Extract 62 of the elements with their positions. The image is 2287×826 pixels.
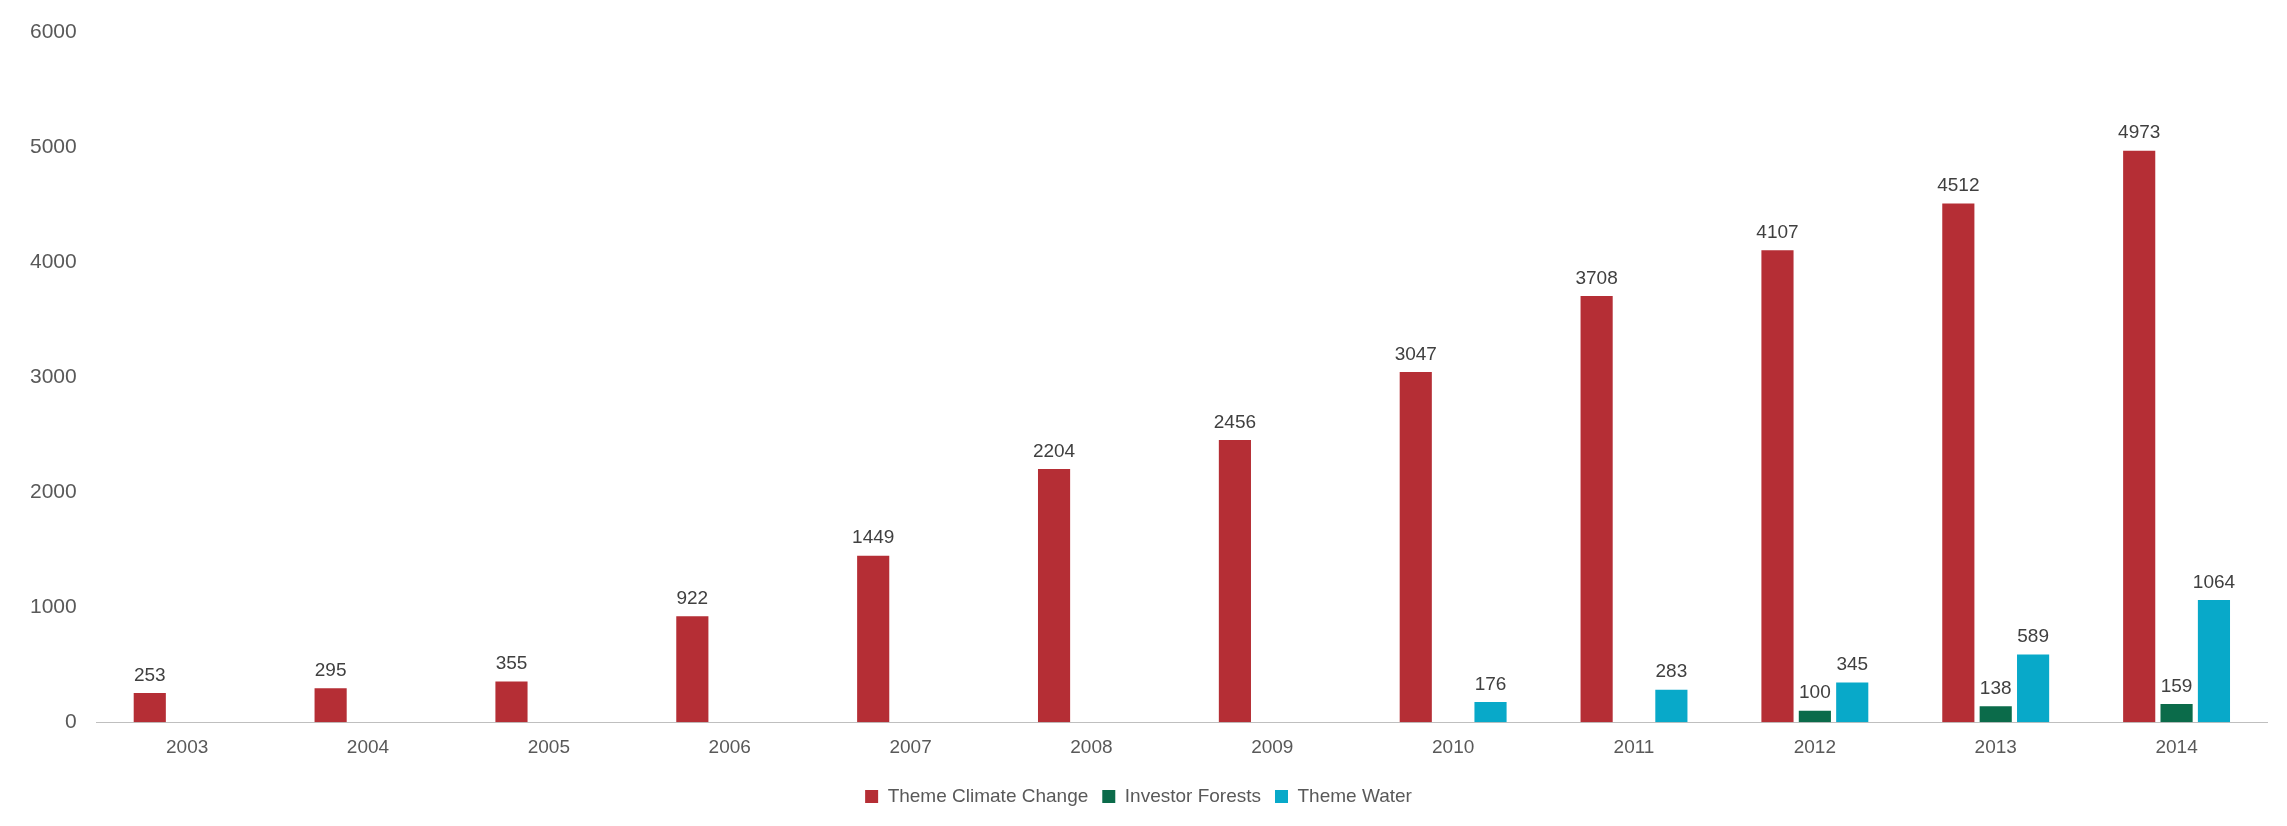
bar xyxy=(1474,701,1507,723)
x-tick-label: 2013 xyxy=(1974,735,2017,757)
bar xyxy=(314,688,347,723)
bar xyxy=(1655,689,1688,723)
data-label: 3047 xyxy=(1394,342,1437,364)
y-tick-label: 6000 xyxy=(30,19,77,43)
data-label: 283 xyxy=(1655,660,1688,682)
x-tick-label: 2009 xyxy=(1251,735,1294,757)
bar xyxy=(1037,468,1071,723)
y-tick-label: 5000 xyxy=(30,134,77,158)
x-tick-label: 2003 xyxy=(166,735,209,757)
y-tick-label: 0 xyxy=(65,709,77,732)
data-label: 159 xyxy=(2160,674,2193,696)
data-label: 253 xyxy=(133,663,166,685)
bar xyxy=(1836,682,1869,723)
bar xyxy=(1798,710,1831,723)
bar xyxy=(495,681,528,723)
data-label: 100 xyxy=(1799,681,1831,703)
x-tick-label: 2012 xyxy=(1793,735,1836,757)
data-label: 295 xyxy=(314,659,347,681)
data-label: 589 xyxy=(2017,625,2049,647)
bar xyxy=(1580,296,1613,723)
bar xyxy=(1942,203,1975,723)
data-label: 345 xyxy=(1836,653,1869,675)
bar xyxy=(133,693,166,723)
x-tick-label: 2004 xyxy=(346,735,390,757)
y-tick-label: 1000 xyxy=(30,594,77,618)
x-tick-label: 2007 xyxy=(889,735,932,757)
bar xyxy=(2160,703,2193,723)
data-label: 176 xyxy=(1474,672,1507,694)
x-tick-label: 2011 xyxy=(1613,735,1655,757)
data-label: 2456 xyxy=(1213,410,1257,432)
legend-label: Theme Climate Change xyxy=(887,784,1089,806)
data-label: 4973 xyxy=(2118,121,2161,143)
bar xyxy=(1399,372,1432,723)
data-label: 2204 xyxy=(1032,439,1076,461)
data-label: 138 xyxy=(1979,677,2012,699)
y-tick-label: 2000 xyxy=(30,479,77,503)
bar xyxy=(1979,706,2012,723)
data-label: 4512 xyxy=(1937,174,1980,196)
data-label: 4107 xyxy=(1756,220,1799,242)
data-label: 3708 xyxy=(1575,266,1618,288)
data-label: 922 xyxy=(676,586,709,608)
bar xyxy=(857,555,890,723)
x-tick-label: 2008 xyxy=(1070,735,1113,757)
bar xyxy=(676,616,709,723)
x-tick-label: 2005 xyxy=(527,735,570,757)
x-tick-label: 2010 xyxy=(1432,735,1475,757)
data-label: 355 xyxy=(495,652,528,674)
y-tick-label: 3000 xyxy=(30,364,77,388)
bar xyxy=(1761,250,1794,723)
bar xyxy=(2197,599,2231,723)
bar xyxy=(2017,654,2050,723)
data-label: 1449 xyxy=(852,526,895,548)
legend-label: Theme Water xyxy=(1297,784,1413,806)
x-tick-label: 2014 xyxy=(2155,735,2199,757)
bar xyxy=(2123,150,2156,723)
data-label: 1064 xyxy=(2192,570,2236,592)
y-tick-label: 4000 xyxy=(30,249,77,273)
legend-label: Investor Forests xyxy=(1124,784,1261,806)
bar xyxy=(1218,439,1251,723)
x-tick-label: 2006 xyxy=(708,735,751,757)
